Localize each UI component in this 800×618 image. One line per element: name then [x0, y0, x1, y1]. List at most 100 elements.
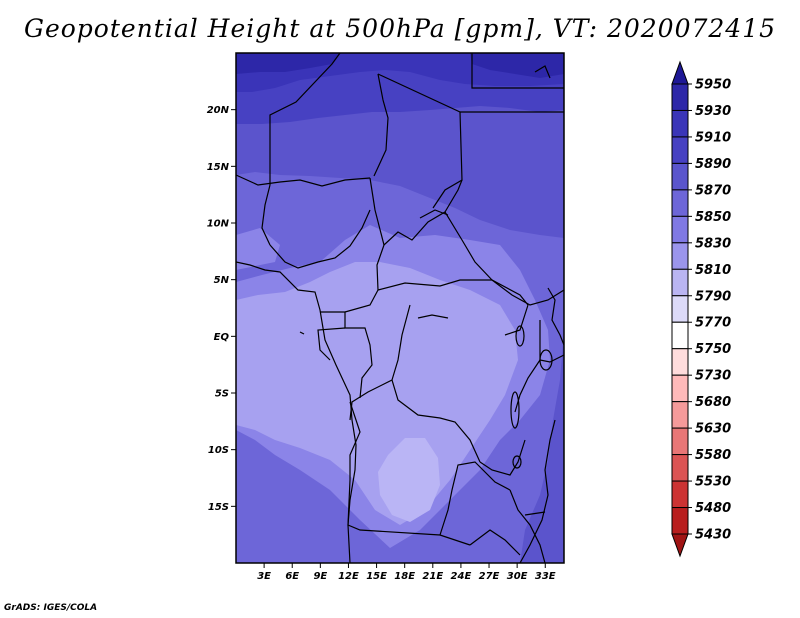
contour-band-5790: [378, 438, 440, 522]
colorbar-segment: [671, 427, 689, 456]
colorbar-segment: [671, 321, 689, 350]
lat-tick-label: 5S: [215, 389, 229, 400]
contour-band-5930: [236, 53, 340, 74]
colorbar-segment: [671, 295, 689, 323]
colorbar-segment: [671, 189, 689, 217]
boundary-line: [509, 489, 546, 563]
colorbar-segment: [671, 162, 689, 191]
colorbar-segment: [671, 109, 689, 138]
coastline: [519, 419, 556, 563]
colorbar-segment: [671, 533, 689, 558]
lon-tick-label: 12E: [338, 571, 359, 582]
colorbar-segment: [671, 401, 689, 429]
colorbar-label: 5870: [695, 183, 731, 198]
lake-outline: [510, 391, 520, 429]
lat-tick-label: 10N: [207, 219, 230, 230]
boundary-line: [320, 311, 373, 399]
colorbar-label: 5750: [695, 342, 731, 357]
lon-tick-label: 6E: [285, 571, 299, 582]
chart-title: Geopotential Height at 500hPa [gpm], VT:…: [23, 14, 777, 43]
lat-tick-label: EQ: [214, 332, 230, 343]
colorbar-label: 5930: [695, 104, 731, 119]
grads-credit: GrADS: IGES/COLA: [4, 603, 98, 613]
lat-tick-label: 10S: [208, 445, 229, 456]
lake-outline: [417, 314, 449, 319]
colorbar-segment: [671, 374, 689, 403]
latitude-axis: 20N 15N 10N 5N EQ 5S 10S 15S: [207, 105, 236, 513]
colorbar-label: 5770: [695, 316, 731, 331]
boundary-line: [471, 53, 564, 89]
lake-outline: [515, 325, 525, 347]
lon-tick-label: 24E: [451, 571, 472, 582]
lon-tick-label: 33E: [535, 571, 556, 582]
lon-tick-label: 30E: [507, 571, 528, 582]
boundary-line: [347, 401, 471, 546]
boundary-line: [261, 184, 271, 246]
boundary-line: [317, 327, 346, 361]
country-boundaries: [236, 53, 564, 563]
contour-band-5870-se: [520, 330, 564, 563]
colorbar-segment: [671, 480, 689, 509]
colorbar-segment: [671, 60, 689, 85]
lake-outline: [299, 331, 305, 335]
colorbar: 5950 5930 5910 5890 5870 5850 5830 5810 5790 5770…: [671, 60, 731, 558]
colorbar-segment: [671, 242, 689, 270]
colorbar-label: 5680: [695, 395, 731, 410]
colorbar-label: 5430: [695, 528, 731, 543]
contour-band-5930-east: [470, 53, 564, 78]
lon-tick-label: 3E: [257, 571, 271, 582]
colorbar-segment: [671, 507, 689, 535]
boundary-line: [269, 209, 371, 269]
lat-tick-label: 15S: [208, 502, 229, 513]
map-panel: [236, 53, 564, 563]
coastline: [547, 287, 564, 346]
colorbar-label: 5850: [695, 210, 731, 225]
boundary-line: [469, 529, 521, 556]
boundary-line: [539, 320, 564, 363]
longitude-axis: 3E 6E 9E 12E 15E 18E 21E 24E 27E 30E 33E: [257, 563, 556, 582]
boundary-line: [269, 53, 341, 185]
boundary-line: [439, 461, 511, 536]
colorbar-label: 5890: [695, 157, 731, 172]
colorbar-segment: [671, 454, 689, 482]
lon-tick-label: 21E: [422, 571, 443, 582]
map-frame: [235, 52, 565, 564]
colorbar-label: 5730: [695, 369, 731, 384]
boundary-line: [479, 439, 526, 476]
colorbar-label: 5810: [695, 263, 731, 278]
boundary-line: [373, 73, 389, 177]
boundary-line: [391, 379, 481, 463]
boundary-line: [236, 174, 371, 187]
colorbar-label: 5910: [695, 130, 731, 145]
colorbar-label: 5830: [695, 236, 731, 251]
contour-band-5830-west: [236, 228, 280, 270]
boundary-line: [369, 177, 493, 281]
lon-tick-label: 27E: [479, 571, 500, 582]
colorbar-label: 5580: [695, 448, 731, 463]
boundary-line: [514, 359, 541, 413]
colorbar-label: 5530: [695, 475, 731, 490]
contour-band-5810: [236, 262, 518, 525]
colorbar-label: 5480: [695, 501, 731, 516]
lake-outline: [524, 511, 546, 516]
colorbar-label: 5630: [695, 422, 731, 437]
colorbar-label: 5790: [695, 289, 731, 304]
boundary-line: [444, 179, 463, 213]
lake-outline: [534, 65, 551, 79]
colorbar-segment: [671, 268, 689, 297]
boundary-line: [419, 209, 449, 219]
lon-tick-label: 18E: [394, 571, 415, 582]
coastline: [236, 261, 357, 563]
lon-tick-label: 9E: [313, 571, 327, 582]
lon-tick-label: 15E: [366, 571, 387, 582]
lake-outline: [512, 455, 522, 469]
lat-tick-label: 5N: [214, 275, 230, 286]
colorbar-segment: [671, 215, 689, 244]
lat-tick-label: 20N: [207, 105, 230, 116]
boundary-line: [377, 279, 529, 306]
colorbar-segment: [671, 83, 689, 111]
lake-outline: [539, 349, 553, 371]
colorbar-segment: [671, 348, 689, 376]
colorbar-segment: [671, 136, 689, 164]
